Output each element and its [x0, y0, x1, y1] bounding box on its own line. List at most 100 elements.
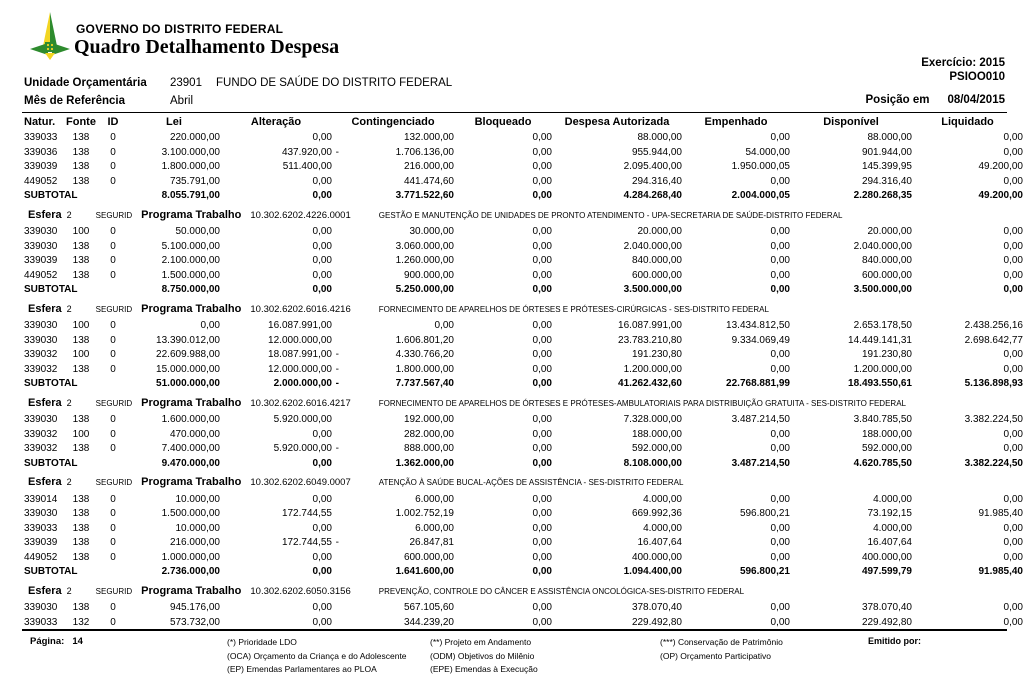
- amount-cell: 3.382.224,50: [964, 457, 1023, 469]
- amount-cell: 0,00: [770, 226, 790, 237]
- amount-cell: 0,00: [532, 334, 552, 346]
- expense-row: 339039 138 0 216.000,00 172.744,55- 26.847,81…: [22, 536, 1023, 551]
- amount-cell: 5.920.000,00: [273, 414, 332, 425]
- position-line: Posição em 08/04/2015: [866, 94, 1005, 106]
- id-cell: 0: [110, 226, 116, 237]
- page-label: Página:: [30, 636, 65, 647]
- amount-cell: 229.492,80: [861, 616, 912, 628]
- amount-cell: 0,00: [434, 320, 454, 331]
- fonte-cell: 138: [72, 443, 90, 454]
- legend-entry: (**) Projeto em Andamento: [430, 637, 532, 647]
- amount-cell: 1.606.801,20: [395, 334, 454, 346]
- natur-cell: 339032: [24, 363, 58, 375]
- subtotal-row: SUBTOTAL 2.736.000,00 0,00 1.641.600,00 0,00…: [22, 565, 1023, 580]
- amount-cell: 1.706.136,00: [395, 146, 454, 158]
- amount-cell: 0,00: [312, 457, 332, 469]
- amount-cell: 23.783.210,80: [618, 334, 682, 346]
- amount-cell: 3.771.522,60: [395, 190, 454, 201]
- legend-entry: (***) Conservação de Patrimônio: [660, 637, 783, 647]
- esfera-value: 2: [66, 209, 72, 220]
- amount-cell: 2.280.268,35: [853, 190, 912, 201]
- expense-row: 449052 138 0 735.791,00 0,00 441.474,60 0,00 29…: [22, 175, 1023, 190]
- fonte-cell: 132: [72, 616, 90, 628]
- subtotal-row: SUBTOTAL 51.000.000,00 2.000.000,00- 7.737.…: [22, 377, 1023, 392]
- amount-cell: 16.087.991,00: [268, 320, 332, 331]
- id-cell: 0: [110, 161, 116, 172]
- amount-cell: 282.000,00: [403, 428, 454, 440]
- footer: Página: 14 (*) Prioridade LDO (OCA) Orçame…: [0, 636, 1029, 679]
- amount-cell: 3.500.000,00: [623, 284, 682, 295]
- amount-cell: 4.330.766,20: [395, 349, 454, 360]
- amount-cell: 945.176,00: [169, 602, 220, 613]
- fonte-cell: 138: [72, 522, 90, 534]
- esfera-label: Esfera: [28, 584, 62, 597]
- natur-cell: 339032: [24, 443, 58, 454]
- amount-cell: 735.791,00: [169, 175, 220, 187]
- amount-cell: 20.000,00: [867, 226, 913, 237]
- amount-cell: 0,00: [532, 190, 552, 201]
- amount-cell: 216.000,00: [169, 537, 220, 548]
- program-block-header: Esfera 2 SEGURID Programa Trabalho 10.302.62…: [22, 580, 1023, 602]
- esfera-sphere: SEGURID: [95, 478, 133, 487]
- amount-cell: 600.000,00: [403, 551, 454, 563]
- fonte-cell: 138: [72, 508, 90, 519]
- expense-row: 339032 100 0 470.000,00 0,00 282.000,00 0,00 18…: [22, 428, 1023, 443]
- expense-row: 339033 138 0 220.000,00 0,00 132.000,00 0,00 88…: [22, 131, 1023, 146]
- amount-cell: 0,00: [532, 428, 552, 440]
- amount-cell: 0,00: [532, 226, 552, 237]
- id-cell: 0: [110, 334, 116, 346]
- id-cell: 0: [110, 443, 116, 454]
- work-program-description: GESTÃO E MANUTENÇÃO DE UNIDADES DE PRONT…: [378, 210, 843, 220]
- amount-cell: 0,00: [1003, 132, 1023, 143]
- amount-cell: 600.000,00: [861, 269, 912, 281]
- amount-cell: 592.000,00: [861, 443, 912, 454]
- amount-cell: 294.316,40: [631, 175, 682, 187]
- subtotal-label: SUBTOTAL: [24, 284, 78, 295]
- amount-cell: 344.239,20: [403, 616, 454, 628]
- amount-cell: 596.800,21: [739, 566, 790, 577]
- amount-cell: 0,00: [312, 255, 332, 266]
- amount-cell: 172.744,55-: [281, 537, 339, 548]
- amount-cell: 22.609.988,00: [156, 349, 220, 360]
- amount-cell: 30.000,00: [409, 226, 455, 237]
- amount-cell: 888.000,00: [403, 443, 454, 454]
- amount-cell: 10.000,00: [175, 493, 221, 505]
- amount-cell: 2.000.000,00-: [273, 378, 339, 389]
- amount-cell: 0,00: [532, 349, 552, 360]
- expense-row: 339032 100 0 22.609.988,00 18.087.991,00- 4.3…: [22, 348, 1023, 363]
- fonte-cell: 100: [72, 226, 90, 237]
- amount-cell: 0,00: [312, 132, 332, 143]
- amount-cell: 0,00: [532, 443, 552, 454]
- expense-row: 339030 138 0 5.100.000,00 0,00 3.060.000,00 0,…: [22, 240, 1023, 255]
- amount-cell: 0,00: [1003, 284, 1023, 295]
- amount-cell: 0,00: [1003, 493, 1023, 505]
- natur-cell: 339014: [24, 493, 58, 505]
- fonte-cell: 138: [72, 493, 90, 505]
- natur-cell: 339036: [24, 146, 58, 158]
- subtotal-label: SUBTOTAL: [24, 190, 78, 201]
- amount-cell: 49.200,00: [978, 161, 1024, 172]
- amount-cell: 192.000,00: [403, 414, 454, 425]
- amount-cell: 0,00: [312, 522, 332, 534]
- amount-cell: 1.200.000,00: [623, 363, 682, 375]
- id-cell: 0: [110, 175, 116, 187]
- footer-divider: [22, 629, 1007, 631]
- amount-cell: 7.400.000,00: [161, 443, 220, 454]
- amount-cell: 2.438.256,16: [964, 320, 1023, 331]
- amount-cell: 1.641.600,00: [395, 566, 454, 577]
- column-header: Empenhado: [704, 116, 768, 128]
- id-cell: 0: [110, 428, 116, 440]
- work-program-code: 10.302.6202.6050.3156: [250, 585, 351, 597]
- emitted-by-label: Emitido por:: [868, 636, 921, 646]
- column-header: ID: [107, 116, 119, 128]
- amount-cell: 294.316,40: [861, 175, 912, 187]
- amount-cell: 54.000,00: [745, 146, 791, 158]
- amount-cell: 8.750.000,00: [161, 284, 220, 295]
- amount-cell: 0,00: [532, 320, 552, 331]
- amount-cell: 4.000,00: [873, 493, 912, 505]
- expense-row: 339032 138 0 15.000.000,00 12.000.000,00- 1.8…: [22, 363, 1023, 378]
- amount-cell: 91.985,40: [978, 508, 1024, 519]
- amount-cell: 5.920.000,00-: [273, 443, 339, 454]
- amount-cell: 1.500.000,00: [161, 269, 220, 281]
- amount-cell: 0,00: [312, 566, 332, 577]
